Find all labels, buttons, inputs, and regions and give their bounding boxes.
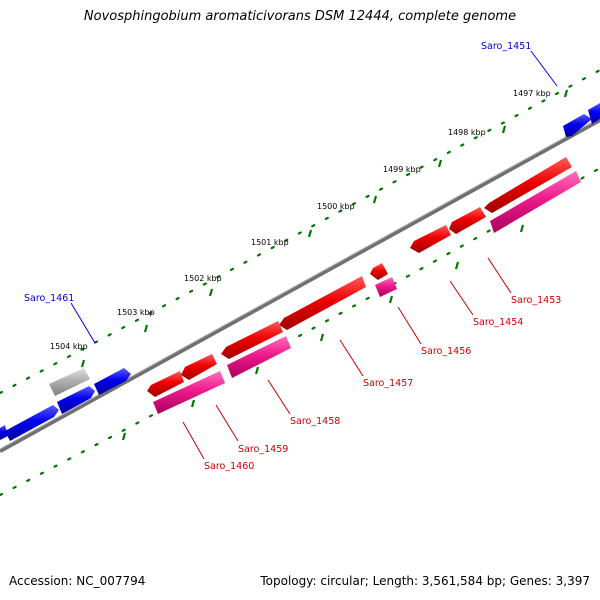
gene-label-saro-1454[interactable]: Saro_1454: [473, 317, 523, 328]
scale-label-1502: 1502 kbp: [184, 274, 222, 283]
tick-1502: [208, 288, 214, 297]
callout-saro-1459: [215, 404, 239, 442]
scale-label-1500: 1500 kbp: [317, 202, 355, 211]
callout-saro-1454: [449, 280, 474, 316]
feature-block-pink[interactable]: [375, 277, 397, 297]
scale-label-1499: 1499 kbp: [383, 165, 421, 174]
pink-features: [153, 171, 581, 414]
gene-label-saro-1457[interactable]: Saro_1457: [363, 378, 413, 389]
callout-saro-1451: [530, 50, 558, 87]
scale-label-1504: 1504 kbp: [50, 342, 88, 351]
gene-arrow-gray[interactable]: [49, 368, 90, 396]
gene-arrow-red[interactable]: [449, 207, 486, 234]
map-title: Novosphingobium aromaticivorans DSM 1244…: [83, 9, 517, 24]
tick-1500: [372, 195, 378, 204]
inner-ring-ticks: [121, 224, 525, 441]
gene-arrow-blue[interactable]: [94, 368, 131, 395]
callout-saro-1460: [182, 421, 205, 460]
tick-1498: [501, 125, 507, 134]
scale-ring-dots: [0, 68, 600, 395]
tick-1501: [307, 229, 313, 238]
gene-arrow-red[interactable]: [410, 225, 451, 253]
callout-saro-1453: [487, 257, 512, 294]
callout-lines: [70, 50, 558, 460]
gene-arrow-red[interactable]: [221, 321, 283, 359]
backbone-highlight: [0, 117, 600, 450]
feature-block-pink[interactable]: [153, 371, 225, 414]
gene-arrow-red[interactable]: [147, 371, 184, 397]
gene-arrow-red[interactable]: [370, 263, 388, 280]
gene-label-saro-1453[interactable]: Saro_1453: [511, 295, 561, 306]
inner-ring-dots: [0, 166, 600, 497]
genome-backbone: [0, 118, 600, 453]
gene-arrow-blue[interactable]: [0, 425, 8, 440]
callout-saro-1457: [339, 339, 364, 377]
callout-saro-1461: [70, 302, 96, 344]
gene-arrow-blue[interactable]: [57, 386, 95, 414]
gene-arrow-red[interactable]: [484, 157, 572, 213]
gene-arrow-blue[interactable]: [588, 103, 600, 124]
scale-label-1501: 1501 kbp: [251, 238, 289, 247]
gene-label-saro-1458[interactable]: Saro_1458: [290, 416, 340, 427]
gene-arrow-red[interactable]: [181, 354, 217, 380]
feature-block-pink[interactable]: [490, 171, 581, 233]
gene-label-saro-1456[interactable]: Saro_1456: [421, 346, 471, 357]
tick-1503: [143, 324, 149, 333]
genome-summary: Topology: circular; Length: 3,561,584 bp…: [260, 574, 590, 588]
gene-label-saro-1459[interactable]: Saro_1459: [238, 444, 288, 455]
reverse-strand-genes: [147, 157, 572, 397]
gene-arrow-blue[interactable]: [5, 405, 59, 441]
scale-label-1497: 1497 kbp: [513, 89, 551, 98]
gene-label-saro-1461[interactable]: Saro_1461: [24, 293, 74, 304]
forward-strand-genes: [0, 103, 600, 441]
tick-1504: [80, 359, 86, 368]
scale-label-1503: 1503 kbp: [117, 308, 155, 317]
gene-arrow-red[interactable]: [279, 276, 366, 330]
callout-saro-1458: [267, 379, 291, 415]
scale-label-1498: 1498 kbp: [448, 128, 486, 137]
tick-1497: [563, 89, 569, 98]
scale-ticks: [80, 89, 569, 368]
tick-1499: [437, 159, 443, 168]
gene-arrow-blue[interactable]: [563, 114, 592, 137]
gene-label-saro-1451[interactable]: Saro_1451: [481, 41, 531, 52]
feature-block-pink[interactable]: [227, 336, 291, 378]
callout-saro-1456: [397, 306, 422, 345]
gene-label-saro-1460[interactable]: Saro_1460: [204, 461, 254, 472]
accession-label: Accession: NC_007794: [9, 574, 146, 588]
